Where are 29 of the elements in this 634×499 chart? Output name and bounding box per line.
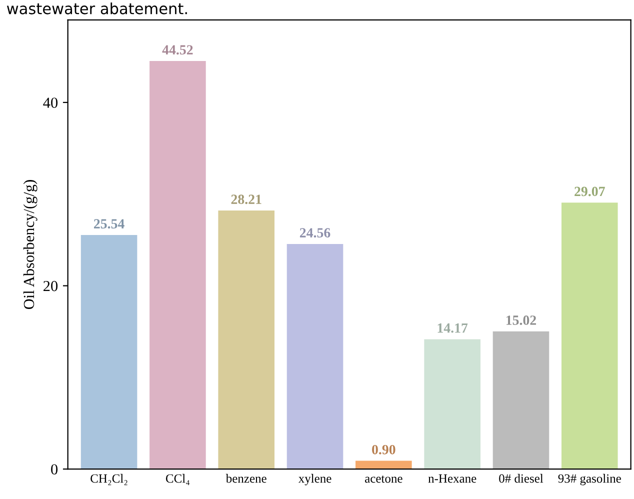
data-label: 15.02 [506,316,536,325]
bar [286,244,344,470]
y-tick-label: 40 [43,98,58,108]
bar [80,234,138,470]
text: wastewater abatement. [6,2,187,14]
bar [492,331,550,470]
x-tick-label: CCl₄ [166,474,190,486]
data-label: 0.90 [372,444,396,454]
bar [424,339,480,470]
bar [218,210,274,470]
bar [356,460,412,470]
y-tick-label: 0 [51,464,58,475]
y-axis-title: Oil Absorbency/(g/g) [23,180,38,310]
bar [150,61,206,470]
y-tick-label: 20 [44,280,58,292]
data-label: 24.56 [300,228,330,238]
data-label: 25.54 [94,219,124,229]
data-label: 14.17 [438,323,468,333]
x-tick-label: benzene [226,474,266,483]
data-label: 44.52 [162,45,193,55]
x-tick-label: acetone [365,476,402,483]
data-label: 28.21 [231,194,262,204]
x-tick-label: CH₂Cl₂ [90,474,128,486]
x-tick-label: xylene [298,474,332,486]
x-tick-label: 93# gasoline [558,474,621,486]
bar [561,202,618,470]
x-tick-label: n-Hexane [428,474,476,483]
data-label: 29.07 [574,186,605,196]
x-tick-label: 0# diesel [499,474,544,483]
